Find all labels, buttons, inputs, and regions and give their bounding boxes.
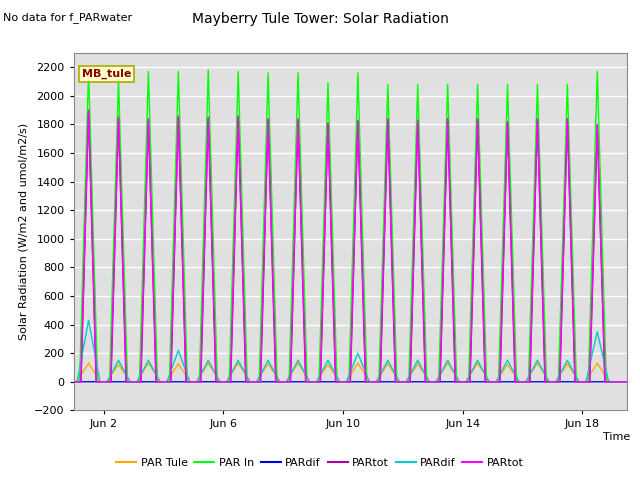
Text: MB_tule: MB_tule <box>82 69 131 79</box>
Text: Mayberry Tule Tower: Solar Radiation: Mayberry Tule Tower: Solar Radiation <box>191 12 449 26</box>
X-axis label: Time: Time <box>602 432 630 442</box>
Text: No data for f_PARwater: No data for f_PARwater <box>3 12 132 23</box>
Legend: PAR Tule, PAR In, PARdif, PARtot, PARdif, PARtot: PAR Tule, PAR In, PARdif, PARtot, PARdif… <box>112 453 528 472</box>
Y-axis label: Solar Radiation (W/m2 and umol/m2/s): Solar Radiation (W/m2 and umol/m2/s) <box>19 123 29 340</box>
